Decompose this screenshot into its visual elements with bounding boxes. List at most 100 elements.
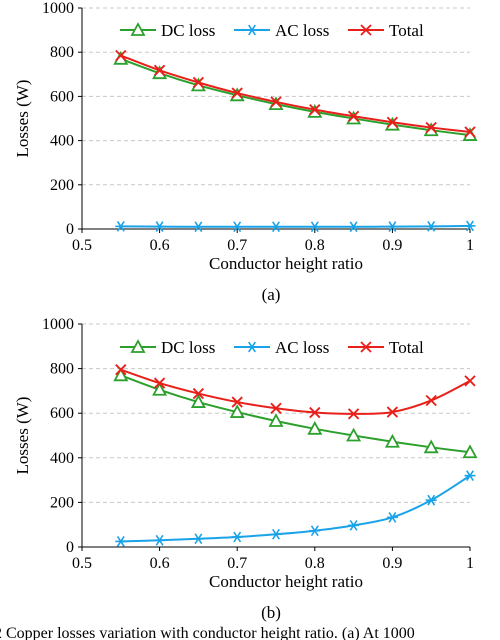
series-line bbox=[120, 57, 471, 137]
data-point bbox=[192, 221, 204, 233]
data-point bbox=[347, 110, 360, 122]
data-point bbox=[192, 76, 205, 89]
series-line bbox=[120, 224, 471, 228]
legend-marker bbox=[130, 22, 146, 36]
y-tick-label: 400 bbox=[50, 450, 74, 467]
data-point bbox=[309, 221, 321, 233]
x-tick-label: 0.7 bbox=[227, 237, 247, 254]
series-line bbox=[120, 474, 471, 543]
data-point bbox=[192, 533, 204, 545]
legend: DC loss AC loss Total bbox=[120, 21, 424, 40]
legend-label: Total bbox=[389, 21, 424, 40]
legend-label: AC loss bbox=[275, 21, 329, 40]
data-point bbox=[115, 364, 127, 376]
series-ac-loss bbox=[115, 470, 476, 547]
y-tick-label: 1000 bbox=[42, 316, 74, 333]
data-point bbox=[270, 402, 282, 414]
series-ac-loss bbox=[115, 220, 476, 233]
data-point bbox=[231, 221, 243, 233]
data-point bbox=[425, 121, 437, 134]
data-point bbox=[386, 406, 399, 418]
legend-marker bbox=[246, 24, 258, 36]
y-tick-label: 600 bbox=[50, 405, 74, 422]
data-point bbox=[348, 221, 360, 233]
y-tick-label: 0 bbox=[66, 539, 74, 556]
series-total bbox=[115, 364, 476, 420]
data-point bbox=[425, 220, 437, 232]
data-point bbox=[115, 536, 127, 547]
legend-marker bbox=[360, 24, 372, 36]
series-total bbox=[115, 49, 476, 138]
x-tick-label: 0.6 bbox=[150, 555, 170, 572]
legend-marker bbox=[246, 341, 258, 353]
x-tick-label: 0.5 bbox=[72, 237, 92, 254]
data-point bbox=[192, 387, 205, 400]
data-point bbox=[464, 470, 476, 482]
data-point bbox=[229, 404, 245, 418]
data-point bbox=[307, 420, 323, 435]
data-point bbox=[384, 433, 400, 448]
data-point bbox=[270, 528, 282, 540]
legend-marker bbox=[360, 341, 372, 353]
gridlines bbox=[82, 7, 470, 186]
data-point bbox=[346, 427, 362, 442]
data-point bbox=[464, 375, 476, 387]
legend-item: AC loss bbox=[234, 21, 329, 40]
x-tick-label: 0.8 bbox=[305, 237, 325, 254]
data-point bbox=[386, 116, 399, 128]
data-point bbox=[423, 439, 439, 454]
data-point bbox=[309, 103, 321, 116]
series-line bbox=[120, 368, 471, 415]
data-point bbox=[464, 126, 476, 138]
subfigure-label: (a) bbox=[262, 285, 281, 304]
data-point bbox=[152, 381, 168, 396]
y-tick-label: 800 bbox=[50, 44, 74, 61]
data-point bbox=[231, 87, 243, 99]
data-point bbox=[268, 413, 284, 427]
data-point bbox=[115, 220, 127, 232]
data-point bbox=[309, 406, 321, 419]
data-point bbox=[231, 531, 243, 543]
y-tick-label: 200 bbox=[50, 494, 74, 511]
data-point bbox=[425, 494, 437, 506]
legend: DC loss AC loss Total bbox=[120, 338, 424, 357]
legend-label: AC loss bbox=[275, 338, 329, 357]
data-point bbox=[270, 221, 282, 233]
legend-item: DC loss bbox=[120, 21, 215, 40]
x-tick-label: 0.6 bbox=[150, 237, 170, 254]
legend-item: Total bbox=[348, 21, 424, 40]
series-line bbox=[120, 374, 471, 454]
legend-item: DC loss bbox=[120, 338, 215, 357]
data-point bbox=[464, 220, 476, 232]
data-point bbox=[386, 221, 398, 232]
x-axis-label: Conductor height ratio bbox=[209, 572, 363, 591]
data-point bbox=[115, 49, 127, 62]
y-axis-label: Losses (W) bbox=[13, 80, 32, 158]
data-point bbox=[153, 377, 166, 389]
legend-item: Total bbox=[348, 338, 424, 357]
y-tick-label: 600 bbox=[50, 88, 74, 105]
y-tick-label: 0 bbox=[66, 221, 74, 238]
gridlines bbox=[82, 323, 470, 503]
data-point bbox=[347, 408, 360, 420]
x-tick-label: 0.8 bbox=[305, 555, 325, 572]
y-axis-label: Losses (W) bbox=[13, 397, 32, 475]
legend-label: Total bbox=[389, 338, 424, 357]
chart-panel-2: 0 200 400 600 800 1000 0.5 0.6 0.7 0.8 0.9 1 Conduct… bbox=[13, 316, 478, 622]
series-dc-loss bbox=[113, 367, 478, 459]
x-tick-label: 0.9 bbox=[382, 237, 402, 254]
data-point bbox=[462, 444, 478, 459]
x-tick-label: 0.9 bbox=[382, 555, 402, 572]
x-tick-label: 1 bbox=[466, 555, 474, 572]
data-point bbox=[154, 534, 166, 546]
data-point bbox=[153, 64, 166, 76]
x-tick-label: 0.5 bbox=[72, 555, 92, 572]
series-line bbox=[120, 54, 471, 133]
data-point bbox=[348, 519, 360, 531]
series-dc-loss bbox=[113, 50, 478, 141]
data-point bbox=[425, 394, 437, 407]
x-axis-label: Conductor height ratio bbox=[209, 254, 363, 273]
legend-item: AC loss bbox=[234, 338, 329, 357]
chart-panel-1: 0 200 400 600 800 1000 0.5 0.6 0.7 0.8 0.9 1 Conduct… bbox=[13, 0, 478, 304]
data-point bbox=[386, 511, 398, 523]
